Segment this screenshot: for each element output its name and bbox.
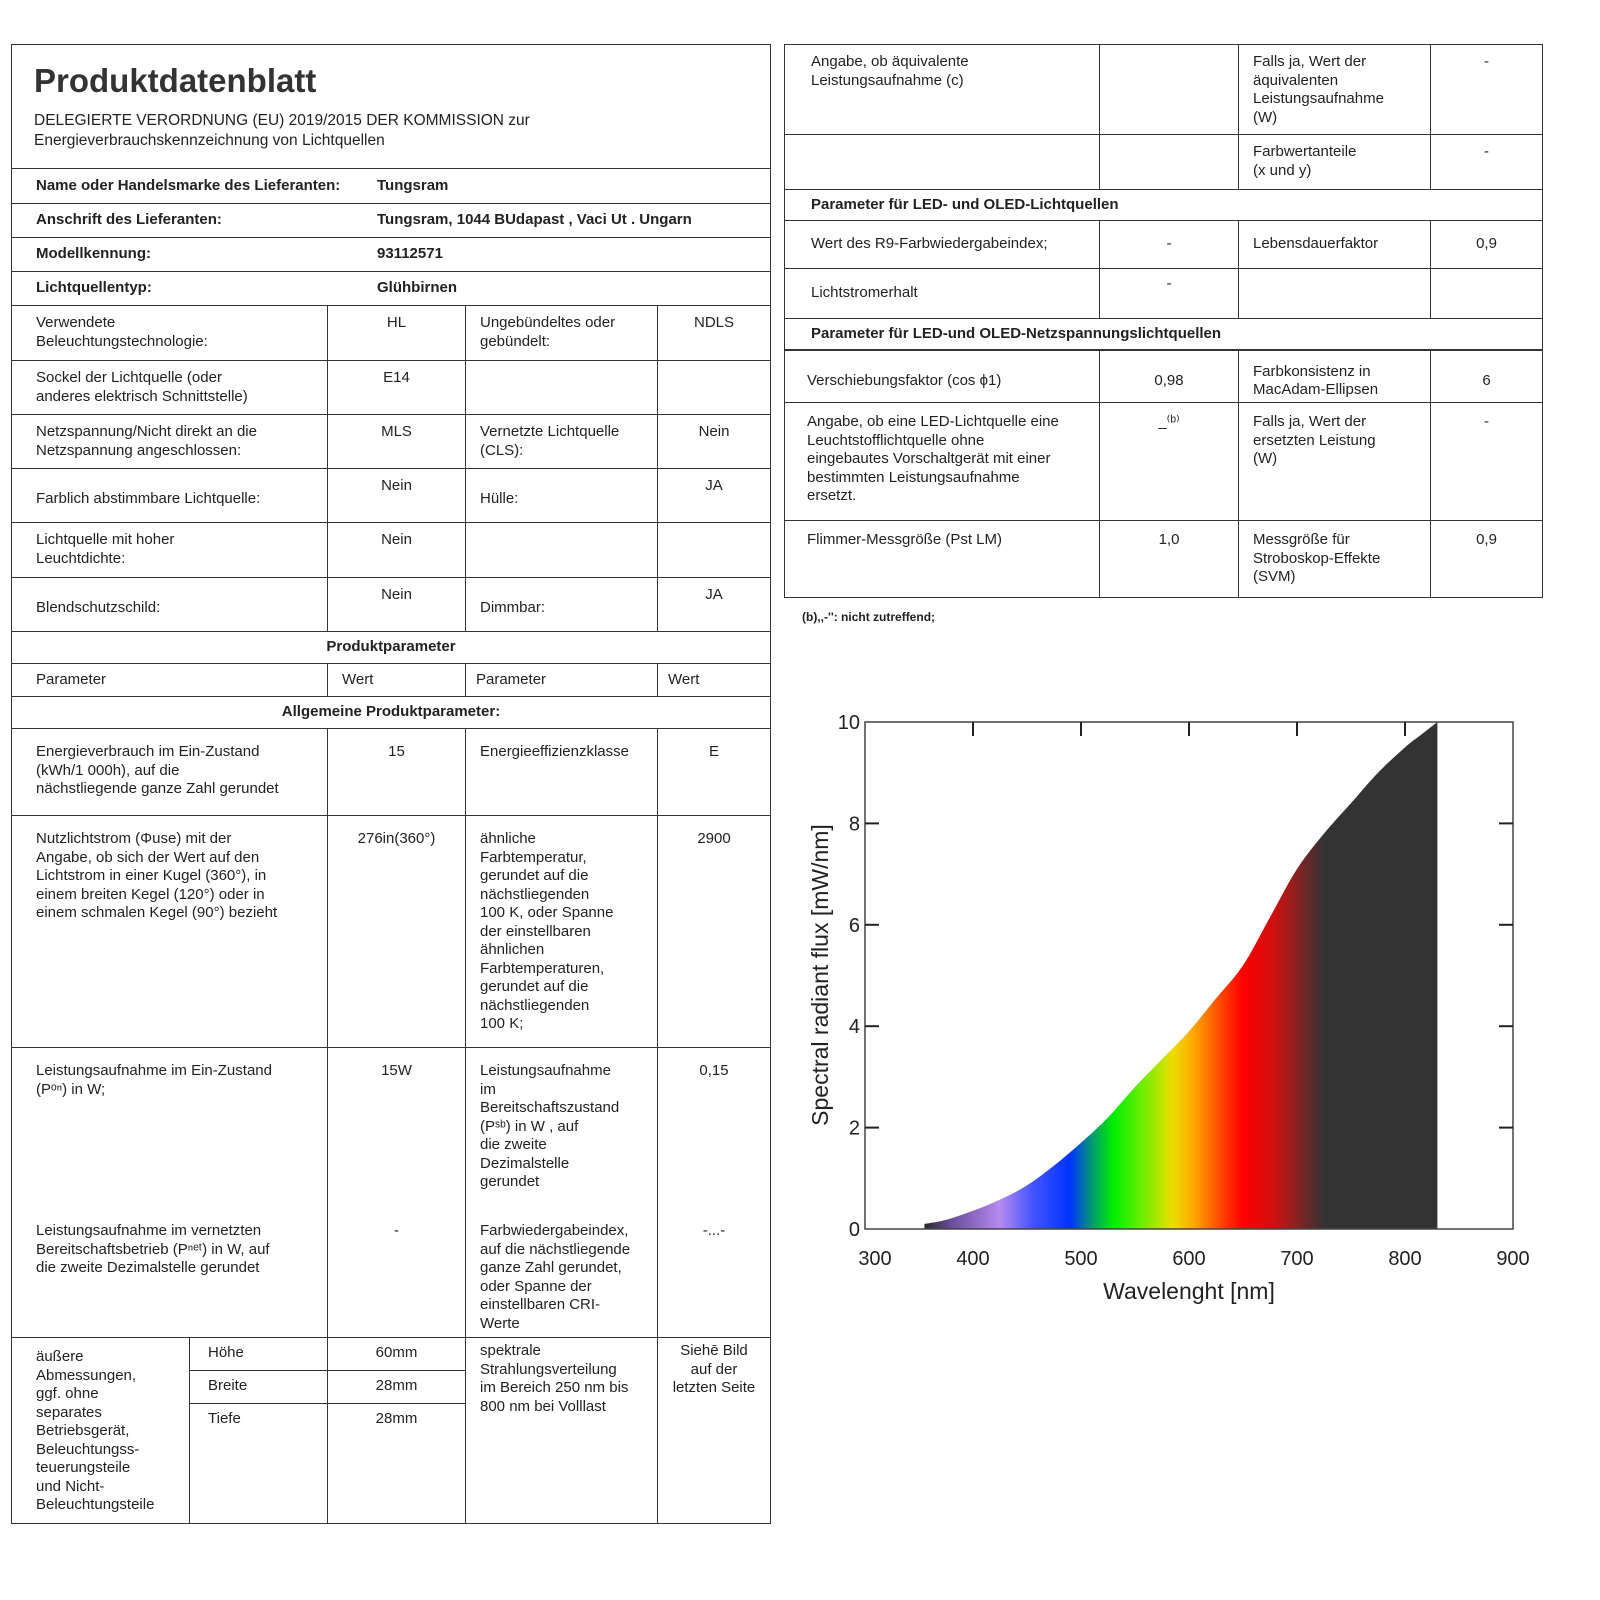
- x-tick-label: 400: [956, 1248, 989, 1270]
- y-tick-label: 4: [849, 1016, 860, 1038]
- mains-row-parameter: Angabe, ob eine LED-Lichtquelle eine Leu…: [784, 402, 1100, 521]
- mains-row-parameter-2: Falls ja, Wert der ersetzten Leistung (W…: [1238, 402, 1431, 521]
- footnote: (b),,-'': nicht zutreffend;: [802, 610, 936, 624]
- x-tick-label: 300: [858, 1248, 891, 1270]
- mains-row-value-2: 0,9: [1430, 520, 1543, 598]
- mains-row-parameter-2: Messgröße für Stroboskop-Effekte (SVM): [1238, 520, 1431, 598]
- section-general-parameters: Allgemeine Produktparameter:: [11, 696, 771, 729]
- right-row-parameter-2: Farbwertanteile (x und y): [1238, 134, 1431, 190]
- y-tick-label: 0: [849, 1219, 860, 1241]
- x-tick-label: 600: [1172, 1248, 1205, 1270]
- label: Modellkennung:: [36, 245, 151, 263]
- x-tick-label: 900: [1496, 1248, 1529, 1270]
- value: Tungsram, 1044 BUdapast , Vaci Ut . Unga…: [377, 211, 692, 229]
- param-row-parameter: Energieverbrauch im Ein-Zustand (kWh/1 0…: [11, 728, 328, 816]
- x-axis-label: Wavelenght [nm]: [1103, 1278, 1275, 1304]
- x-tick-label: 500: [1064, 1248, 1097, 1270]
- param-row-parameter: Nutzlichtstrom (Φuse) mit der Angabe, ob…: [11, 815, 328, 1048]
- led-row-parameter: Wert des R9-Farbwiedergabeindex;: [784, 220, 1100, 269]
- label: Anschrift des Lieferanten:: [36, 211, 222, 229]
- dimensions-label: äußere Abmessungen, ggf. ohne separates …: [11, 1337, 190, 1524]
- y-tick-label: 2: [849, 1118, 860, 1140]
- y-tick-label: 10: [838, 712, 860, 734]
- value: Tungsram: [377, 176, 449, 194]
- y-axis-label: Spectral radiant flux [mW/nm]: [807, 824, 833, 1126]
- param-row-parameter: Leistungsaufnahme im vernetzten Bereitsc…: [11, 1208, 328, 1338]
- value: 93112571: [377, 245, 443, 263]
- param-row-parameter-2: Farbwiedergabeindex, auf die nächstliege…: [465, 1208, 658, 1338]
- tech-row-parameter-2: Ungebündeltes oder gebündelt:: [465, 305, 658, 361]
- param-row-parameter-2: Leistungsaufnahme im Bereitschaftszustan…: [465, 1047, 658, 1209]
- y-tick-label: 8: [849, 813, 860, 835]
- x-tick-label: 700: [1280, 1248, 1313, 1270]
- model-id-row: Modellkennung: 93112571: [11, 237, 771, 272]
- page-subtitle: DELEGIERTE VERORDNUNG (EU) 2019/2015 DER…: [34, 112, 530, 149]
- section-mains-parameters: Parameter für LED-und OLED-Netzspannungs…: [784, 318, 1543, 351]
- param-row-value-2: 0,15: [657, 1047, 771, 1209]
- page-title: Produktdatenblatt: [34, 62, 317, 99]
- spectrum-area: [924, 722, 1438, 1229]
- x-tick-label: 800: [1388, 1248, 1421, 1270]
- mains-row-parameter: Flimmer-Messgröße (Pst LM): [784, 520, 1100, 598]
- label: Lichtquellentyp:: [36, 279, 152, 297]
- y-tick-label: 6: [849, 915, 860, 937]
- value: Glühbirnen: [377, 279, 457, 297]
- tech-row-parameter: Sockel der Lichtquelle (oder anderes ele…: [11, 360, 328, 415]
- label: Name oder Handelsmarke des Lieferanten:: [36, 176, 341, 194]
- spectral-distribution-value: Siehē Bild auf der letzten Seite: [657, 1337, 771, 1524]
